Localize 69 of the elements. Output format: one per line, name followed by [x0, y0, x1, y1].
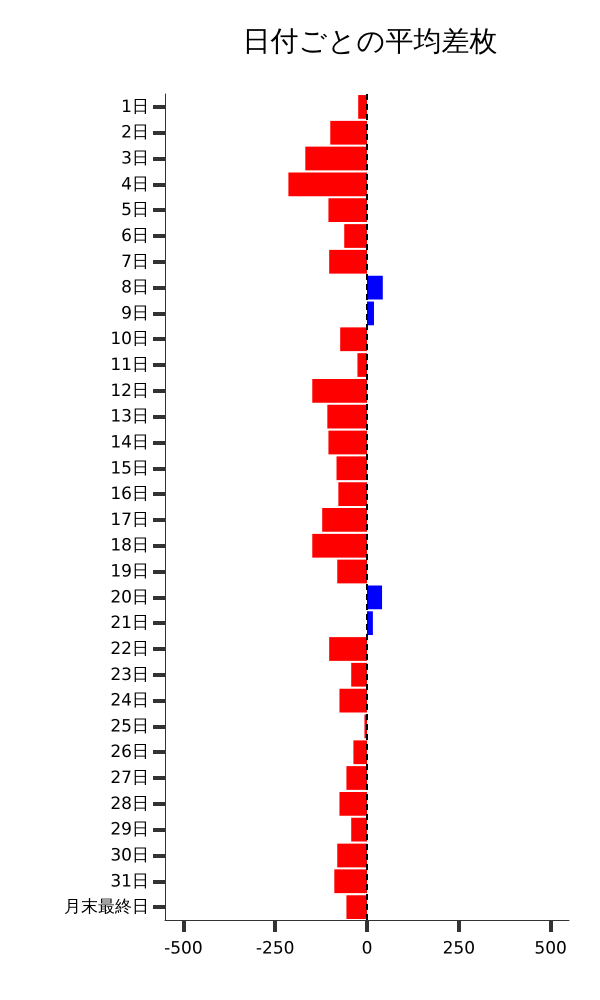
bar: [367, 276, 383, 300]
bar: [351, 662, 367, 687]
y-tick-label: 18日: [110, 536, 149, 556]
x-tick-label: 500: [534, 938, 567, 958]
y-tick-label: 26日: [110, 742, 149, 762]
y-tick-label: 5日: [121, 200, 149, 220]
bar: [358, 95, 367, 119]
y-tick-label: 12日: [110, 380, 149, 401]
bar: [346, 766, 367, 790]
bar: [312, 378, 367, 403]
bar: [329, 637, 367, 661]
bar: [329, 250, 367, 274]
bar: [312, 534, 367, 558]
bar: [338, 482, 367, 506]
bar: [339, 792, 367, 816]
y-tick-label: 2日: [121, 122, 149, 143]
bar: [327, 404, 367, 429]
bar: [346, 895, 367, 919]
bar: [305, 146, 367, 170]
y-tick-label: 30日: [110, 845, 149, 866]
y-tick-label: 28日: [110, 794, 149, 814]
y-tick-label: 1日: [121, 96, 149, 117]
y-tick-label: 8日: [121, 278, 149, 298]
y-tick-label: 10日: [110, 329, 149, 350]
bar: [288, 172, 367, 196]
bar: [367, 585, 382, 610]
bar: [357, 353, 367, 377]
bar: [351, 818, 367, 842]
y-tick-label: 15日: [110, 458, 149, 478]
y-tick-label: 21日: [110, 613, 149, 634]
bar: [339, 688, 367, 712]
y-tick-label: 25日: [110, 716, 149, 736]
bar: [344, 224, 367, 248]
y-tick-label: 17日: [110, 510, 149, 530]
x-tick-label: -500: [164, 938, 203, 958]
y-tick-label: 16日: [110, 484, 149, 504]
bar: [353, 740, 367, 764]
bar: [330, 120, 367, 145]
bar: [340, 327, 367, 352]
bar: [367, 302, 374, 326]
y-tick-label: 7日: [121, 252, 149, 272]
y-tick-label: 29日: [110, 820, 149, 840]
y-tick-label: 6日: [121, 226, 149, 246]
y-tick-label: 3日: [121, 148, 149, 169]
y-tick-label: 11日: [110, 355, 149, 376]
y-tick-label: 14日: [110, 432, 149, 452]
y-tick-label: 4日: [121, 174, 149, 194]
bar: [322, 508, 367, 532]
bar: [328, 198, 367, 222]
y-tick-label: 27日: [110, 768, 149, 788]
y-tick-label: 13日: [110, 406, 149, 427]
bar: [337, 560, 367, 584]
y-tick-label: 22日: [110, 638, 149, 659]
bar: [334, 869, 367, 894]
chart-title: 日付ごとの平均差枚: [242, 24, 498, 58]
y-tick-label: 19日: [110, 562, 149, 582]
bar: [336, 456, 367, 480]
y-tick-label: 20日: [110, 587, 149, 608]
y-tick-label: 23日: [110, 664, 149, 685]
bar: [337, 844, 367, 868]
x-tick-label: -250: [256, 938, 294, 958]
y-tick-label: 9日: [121, 303, 149, 324]
y-tick-label: 月末最終日: [64, 897, 149, 918]
bar: [328, 430, 367, 454]
bar: [367, 611, 373, 636]
x-tick-label: 250: [442, 938, 476, 958]
y-tick-label: 31日: [110, 871, 149, 892]
y-tick-label: 24日: [110, 690, 149, 711]
x-tick-label: 0: [362, 938, 372, 958]
